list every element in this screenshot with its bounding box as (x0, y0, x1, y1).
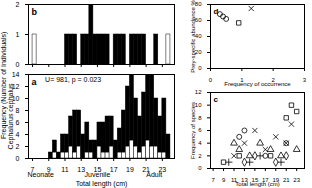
svg-text:80: 80 (195, 1, 202, 7)
svg-text:23: 23 (158, 166, 167, 174)
svg-text:3: 3 (303, 77, 307, 83)
svg-text:2: 2 (16, 1, 20, 8)
svg-text:d: d (214, 7, 219, 16)
svg-text:23: 23 (293, 177, 300, 183)
svg-text:9: 9 (222, 177, 226, 183)
svg-text:13: 13 (77, 166, 86, 174)
svg-text:4: 4 (16, 131, 20, 138)
svg-text:17: 17 (110, 166, 118, 173)
svg-text:60: 60 (195, 17, 202, 23)
svg-text:U= 981, p = 0.023: U= 981, p = 0.023 (45, 76, 101, 84)
svg-text:0: 0 (209, 77, 213, 83)
svg-text:Juvenile: Juvenile (85, 171, 111, 178)
svg-text:1: 1 (16, 31, 20, 38)
svg-text:2: 2 (198, 153, 202, 159)
svg-text:c: c (214, 95, 219, 104)
svg-text:a: a (32, 77, 38, 87)
svg-text:b: b (32, 7, 38, 17)
svg-text:4: 4 (198, 140, 202, 146)
svg-text:Total length (cm): Total length (cm) (76, 180, 128, 188)
svg-text:21: 21 (283, 177, 290, 183)
svg-text:Adult: Adult (146, 171, 162, 178)
svg-text:6: 6 (198, 127, 202, 133)
svg-text:0: 0 (198, 165, 202, 171)
svg-text:12: 12 (11, 82, 20, 90)
svg-text:10: 10 (195, 102, 202, 108)
svg-text:Cephalurus cephalus: Cephalurus cephalus (7, 83, 15, 149)
svg-text:14: 14 (12, 71, 20, 78)
svg-text:40: 40 (195, 33, 202, 39)
svg-text:Neonate: Neonate (27, 171, 54, 178)
svg-text:11: 11 (61, 166, 68, 173)
svg-text:6: 6 (16, 119, 20, 126)
svg-text:19: 19 (126, 166, 134, 173)
svg-text:2: 2 (16, 143, 20, 150)
svg-text:0: 0 (16, 155, 20, 162)
svg-text:Total length (cm): Total length (cm) (235, 181, 279, 187)
svg-text:10: 10 (11, 94, 20, 102)
svg-text:Prey-specific abundance %: Prey-specific abundance % (190, 0, 196, 73)
html-text:Frequency (Number of Individua: Frequency (Number of Individuals) (0, 31, 7, 139)
svg-text:8: 8 (198, 115, 202, 121)
svg-text:8: 8 (16, 107, 20, 114)
svg-text:Frequency of species: Frequency of species (190, 102, 196, 159)
svg-text:7: 7 (211, 177, 215, 183)
svg-text:12: 12 (195, 89, 202, 95)
svg-text:Frequency of occurrence: Frequency of occurrence (224, 81, 291, 87)
svg-text:20: 20 (195, 49, 202, 55)
svg-text:0: 0 (198, 65, 202, 71)
svg-text:0: 0 (16, 61, 20, 68)
